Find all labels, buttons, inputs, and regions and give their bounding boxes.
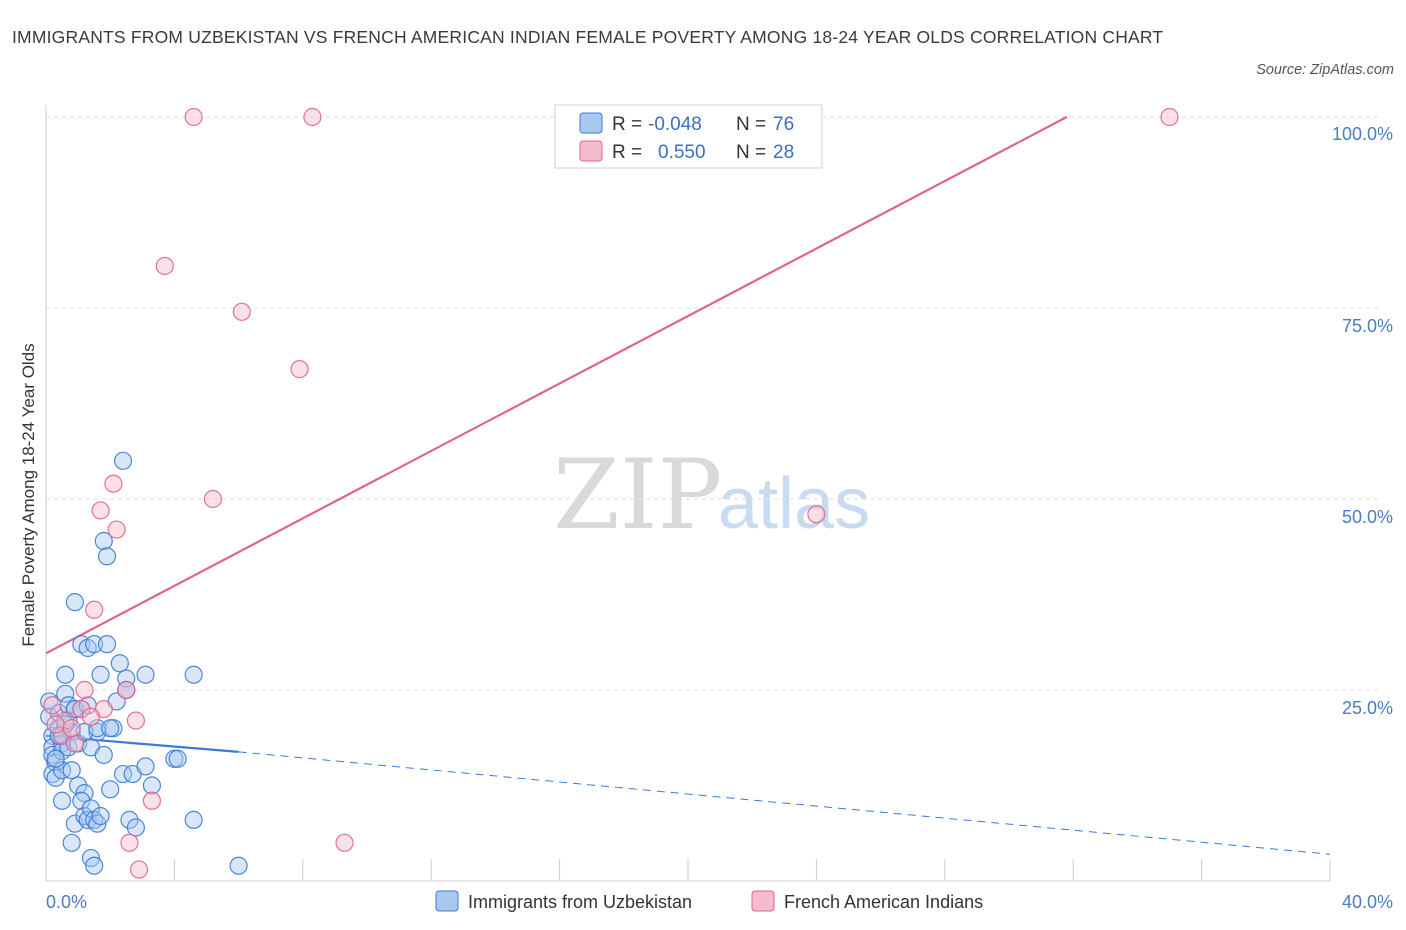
data-point-pink-9	[107, 520, 126, 539]
watermark-atlas: atlas	[718, 464, 870, 544]
data-point-blue-64	[184, 665, 203, 684]
data-point-pink-8	[91, 501, 110, 520]
data-point-pink-3	[155, 256, 174, 276]
data-point-pink-23	[120, 833, 139, 852]
y-tick-label-25: 25.0%	[1342, 698, 1393, 718]
data-point-blue-69	[46, 749, 65, 768]
y-tick-label-50: 50.0%	[1342, 507, 1393, 527]
data-point-blue-30	[72, 791, 91, 810]
data-point-pink-0	[184, 107, 203, 127]
data-point-blue-58	[126, 818, 145, 837]
data-point-pink-24	[335, 833, 354, 852]
trend-lines	[45, 116, 1331, 855]
data-point-blue-48	[101, 780, 120, 799]
data-point-blue-20	[62, 761, 81, 780]
data-point-blue-65	[184, 810, 203, 829]
data-point-blue-39	[85, 856, 104, 875]
trend-line-pink	[45, 116, 1068, 655]
data-point-blue-14	[52, 761, 72, 780]
data-point-blue-61	[142, 776, 162, 795]
data-point-blue-60	[136, 757, 155, 776]
data-point-pink-12	[75, 680, 94, 700]
data-point-blue-47	[97, 635, 117, 654]
data-point-pink-17	[56, 711, 75, 730]
data-point-pink-10	[807, 505, 826, 524]
data-point-blue-35	[81, 799, 101, 818]
data-point-blue-53	[113, 764, 133, 784]
watermark-zip: ZIP	[553, 439, 722, 551]
y-tick-label-75: 75.0%	[1342, 316, 1393, 336]
data-point-pink-7	[203, 489, 223, 509]
data-point-blue-5	[46, 753, 65, 772]
data-point-blue-42	[91, 665, 110, 684]
data-point-blue-15	[52, 791, 72, 810]
data-point-blue-23	[62, 833, 81, 852]
legend-r-label-pink: R =	[612, 142, 642, 163]
series-legend-swatch-blue	[435, 890, 459, 912]
data-point-pink-15	[72, 699, 91, 719]
data-point-pink-22	[142, 791, 162, 810]
correlation-legend: R = -0.048 N = 76 R = 0.550 N = 28	[554, 104, 823, 169]
data-point-pink-1	[303, 107, 322, 127]
data-point-pink-11	[85, 600, 104, 619]
data-point-pink-27	[62, 719, 81, 738]
data-point-blue-63	[168, 749, 187, 768]
data-point-blue-21	[65, 593, 84, 612]
grid	[46, 116, 1380, 691]
data-point-pink-21	[65, 734, 84, 753]
data-point-pink-19	[126, 711, 145, 730]
data-point-blue-26	[68, 776, 88, 795]
legend-r-value-blue: -0.048	[648, 114, 702, 135]
y-axis-label: Female Poverty Among 18-24 Year Olds	[19, 343, 38, 646]
data-point-pink-26	[46, 715, 65, 734]
legend-n-value-blue: 76	[773, 114, 794, 135]
series-legend-label-blue: Immigrants from Uzbekistan	[468, 892, 692, 912]
data-point-blue-52	[113, 451, 133, 470]
data-point-blue-51	[110, 654, 129, 673]
legend-r-label-blue: R =	[612, 114, 642, 135]
data-point-pink-5	[290, 360, 309, 379]
series-legend: Immigrants from Uzbekistan French Americ…	[435, 890, 983, 912]
data-point-blue-13	[56, 665, 75, 684]
legend-n-value-pink: 28	[773, 142, 794, 163]
data-point-blue-12	[56, 684, 75, 703]
chart-title: IMMIGRANTS FROM UZBEKISTAN VS FRENCH AME…	[12, 27, 1164, 47]
data-point-pink-4	[232, 302, 251, 321]
data-point-blue-46	[97, 547, 117, 566]
legend-swatch-blue	[579, 112, 603, 134]
data-point-blue-7	[46, 768, 65, 787]
legend-n-label-pink: N =	[736, 142, 766, 163]
data-point-pink-6	[104, 474, 123, 493]
data-point-blue-43	[91, 806, 110, 826]
data-point-pink-14	[43, 696, 62, 715]
trend-line-dashed-blue	[238, 751, 1331, 855]
x-tick-label-max: 40.0%	[1342, 892, 1393, 912]
data-point-blue-56	[120, 810, 139, 829]
data-point-pink-18	[81, 707, 101, 726]
x-tick-label-min: 0.0%	[46, 892, 87, 912]
data-point-blue-45	[94, 745, 113, 765]
data-point-blue-36	[85, 635, 104, 654]
data-point-pink-25	[129, 860, 149, 879]
data-point-blue-75	[101, 719, 120, 738]
data-point-pink-13	[117, 680, 136, 700]
source-label: Source: ZipAtlas.com	[1256, 62, 1394, 78]
series-legend-swatch-pink	[751, 890, 775, 912]
legend-r-value-pink: 0.550	[658, 142, 706, 163]
series-legend-label-pink: French American Indians	[784, 892, 983, 912]
data-points	[40, 107, 1179, 879]
axes	[45, 105, 1331, 882]
data-point-blue-66	[229, 856, 248, 875]
data-point-blue-44	[94, 531, 113, 551]
data-point-pink-2	[1160, 107, 1179, 127]
trend-line-blue	[45, 734, 239, 753]
data-point-blue-73	[88, 719, 107, 738]
y-tick-label-100: 100.0%	[1332, 124, 1393, 144]
legend-n-label-blue: N =	[736, 114, 766, 135]
data-point-blue-59	[136, 665, 155, 684]
legend-swatch-pink	[579, 140, 603, 162]
